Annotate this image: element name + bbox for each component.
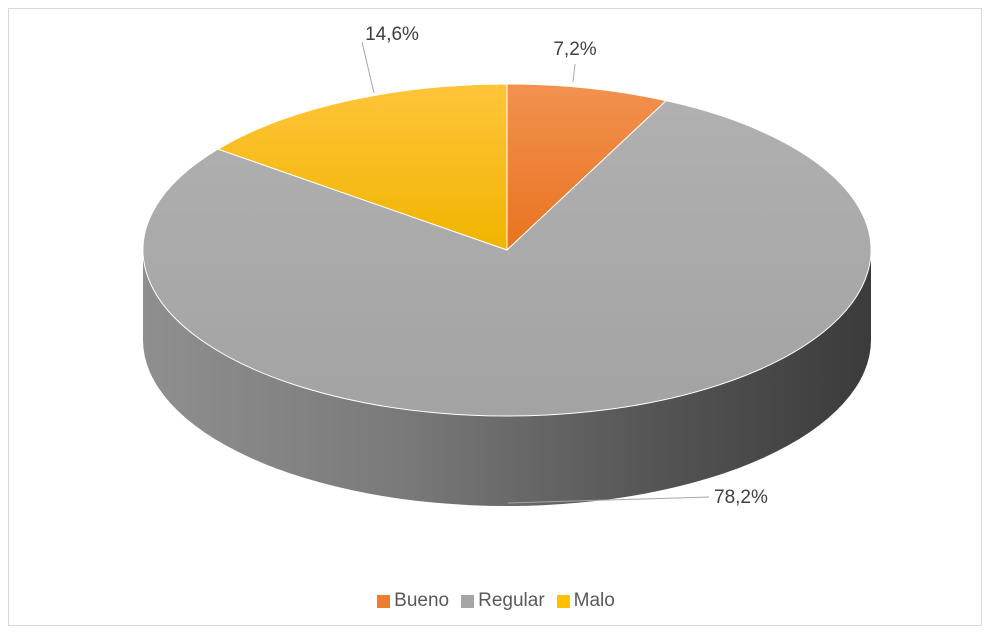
pie-side-regular bbox=[143, 250, 871, 506]
legend-item-regular: Regular bbox=[461, 590, 545, 612]
data-label-malo: 14,6% bbox=[365, 24, 419, 45]
legend-label-bueno: Bueno bbox=[394, 590, 450, 611]
legend-label-malo: Malo bbox=[573, 590, 615, 611]
pie-slice-regular bbox=[142, 100, 872, 417]
pie-top-face bbox=[142, 83, 872, 417]
leader-line-malo bbox=[361, 41, 375, 94]
leader-line-bueno bbox=[572, 63, 576, 83]
data-label-bueno: 7,2% bbox=[553, 39, 596, 60]
pie-side-wall bbox=[143, 250, 871, 506]
legend-swatch-malo bbox=[556, 594, 570, 608]
legend-item-malo: Malo bbox=[556, 590, 615, 612]
pie-slice-malo bbox=[216, 83, 508, 251]
legend-item-bueno: Bueno bbox=[377, 590, 449, 612]
leader-line-regular bbox=[507, 496, 710, 504]
data-label-regular: 78,2% bbox=[714, 487, 768, 508]
pie-slice-bueno bbox=[506, 83, 668, 252]
legend-swatch-regular bbox=[461, 594, 475, 608]
legend: Bueno Regular Malo bbox=[0, 590, 992, 612]
leader-lines bbox=[361, 41, 710, 504]
data-labels: 7,2% 78,2% 14,6% bbox=[365, 24, 768, 508]
legend-label-regular: Regular bbox=[478, 590, 545, 611]
legend-swatch-bueno bbox=[377, 594, 391, 608]
